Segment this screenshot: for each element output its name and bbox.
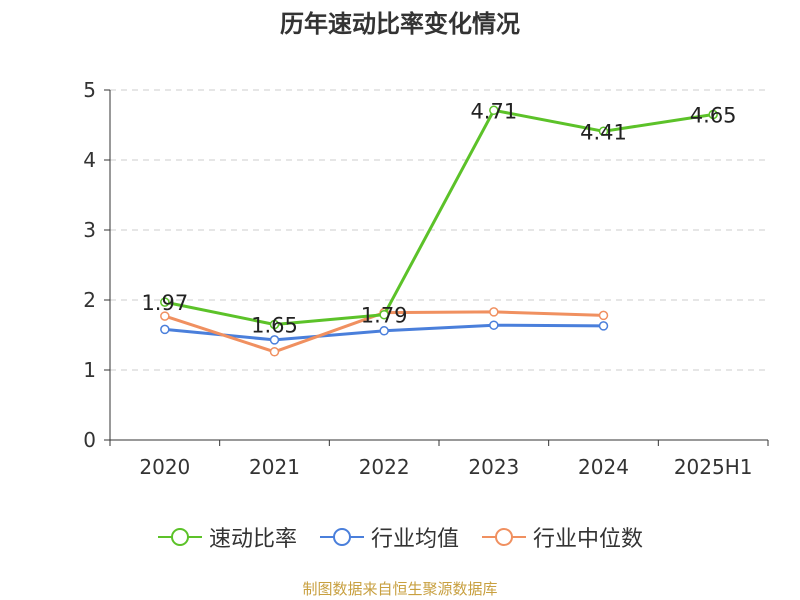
x-tick-label: 2022 xyxy=(359,455,410,479)
data-point xyxy=(379,309,389,320)
data-point xyxy=(269,335,280,345)
data-point xyxy=(598,310,609,321)
series-line xyxy=(164,108,714,326)
chart-title: 历年速动比率变化情况 xyxy=(280,10,520,38)
data-label: 1.79 xyxy=(361,304,408,328)
y-tick-label: 2 xyxy=(83,288,96,312)
y-tick-label: 1 xyxy=(83,358,96,382)
data-point xyxy=(269,347,280,357)
data-point xyxy=(269,319,280,330)
x-tick-label: 2021 xyxy=(249,455,300,479)
data-label: 1.65 xyxy=(251,314,298,338)
source-note: 制图数据来自恒生聚源数据库 xyxy=(302,580,498,598)
data-point xyxy=(489,320,499,330)
x-tick-label: 2025H1 xyxy=(674,455,753,479)
data-point xyxy=(160,324,170,335)
legend-marker-icon xyxy=(157,528,202,546)
data-label: 4.65 xyxy=(690,104,737,128)
data-label: 4.71 xyxy=(470,99,517,123)
y-tick-label: 0 xyxy=(83,428,96,452)
y-tick-label: 3 xyxy=(83,218,96,242)
data-label: 1.97 xyxy=(141,291,188,315)
x-tick-label: 2020 xyxy=(139,455,190,479)
data-point xyxy=(379,326,389,336)
data-label: 4.41 xyxy=(580,120,627,144)
data-point xyxy=(598,321,609,331)
x-tick-label: 2024 xyxy=(578,455,629,479)
data-point xyxy=(160,311,170,321)
legend-label: 速动比率 xyxy=(208,527,297,552)
legend-item-industry-mean[interactable]: 行业均值 xyxy=(319,521,459,553)
legend-marker-icon xyxy=(319,528,364,546)
legend-item-speed-ratio[interactable]: 速动比率 xyxy=(157,521,297,553)
x-tick-label: 2023 xyxy=(468,455,519,479)
legend-label: 行业均值 xyxy=(370,527,459,552)
data-point xyxy=(489,307,499,317)
data-point xyxy=(598,126,609,137)
legend-marker-icon xyxy=(482,528,526,546)
y-tick-label: 4 xyxy=(83,148,96,172)
data-point xyxy=(160,297,170,307)
y-tick-label: 5 xyxy=(83,78,96,102)
legend-label: 行业中位数 xyxy=(533,527,644,552)
data-point xyxy=(708,109,718,120)
legend-item-industry-median[interactable]: 行业中位数 xyxy=(481,521,643,553)
legend: 速动比率 行业均值 行业中位数 xyxy=(0,520,800,554)
data-point xyxy=(489,105,499,116)
